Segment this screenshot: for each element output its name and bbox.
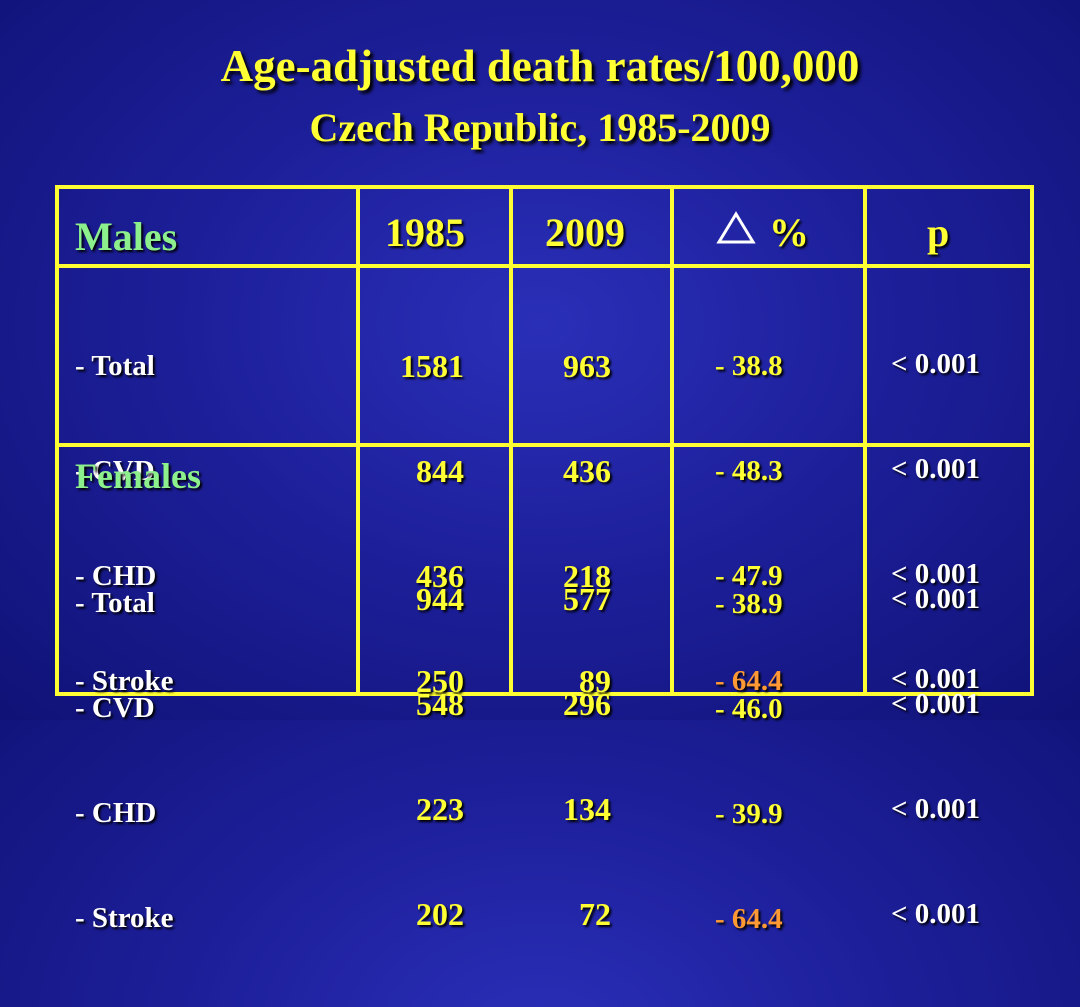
value-cell: 202 <box>416 896 464 932</box>
value-cell: < 0.001 <box>891 688 981 720</box>
value-cell: < 0.001 <box>891 348 981 380</box>
highlighted-value-cell: - 64.4 <box>715 903 783 935</box>
males-1985-values: 1581 844 436 250 <box>364 279 464 769</box>
year-1985-header: 1985 <box>385 210 465 255</box>
row-label: - Total <box>75 587 155 619</box>
slide-title: Age-adjusted death rates/100,000 <box>220 41 860 91</box>
females-p-values: < 0.001 < 0.001 < 0.001 < 0.001 <box>891 512 980 1002</box>
value-cell: 844 <box>416 453 464 489</box>
delta-triangle-icon <box>716 211 756 244</box>
row-label: - CVD <box>75 455 155 487</box>
value-cell: 963 <box>563 348 611 384</box>
value-cell: 218 <box>563 558 611 594</box>
value-cell: < 0.001 <box>891 453 981 485</box>
females-delta-values: - 38.9 - 46.0 - 39.9 - 64.4 <box>715 517 783 1007</box>
value-cell: 1581 <box>400 348 464 384</box>
row-label: - CHD <box>75 797 157 829</box>
value-cell: < 0.001 <box>891 583 981 615</box>
value-cell: 944 <box>416 581 464 617</box>
value-cell: 250 <box>416 663 464 699</box>
value-cell: - 39.9 <box>715 798 783 830</box>
females-1985-values: 944 548 223 202 <box>364 512 464 1002</box>
value-cell: - 38.8 <box>715 350 783 382</box>
females-header: Females <box>75 456 201 496</box>
column-divider <box>863 189 867 692</box>
value-cell: 223 <box>416 791 464 827</box>
value-cell: < 0.001 <box>891 558 981 590</box>
year-2009-header: 2009 <box>545 210 625 255</box>
value-cell: - 38.9 <box>715 588 783 620</box>
column-divider <box>356 189 360 692</box>
value-cell: 72 <box>579 896 611 932</box>
row-label: - CVD <box>75 692 155 724</box>
row-label: - Stroke <box>75 665 174 697</box>
row-label: - Stroke <box>75 902 174 934</box>
males-header: Males <box>75 214 178 259</box>
females-2009-values: 577 296 134 72 <box>519 512 611 1002</box>
delta-percent-header: % <box>769 210 809 255</box>
value-cell: 436 <box>416 558 464 594</box>
row-label: - Total <box>75 350 155 382</box>
p-value-header: p <box>927 210 950 255</box>
slide-subtitle: Czech Republic, 1985-2009 <box>309 105 771 150</box>
value-cell: 548 <box>416 686 464 722</box>
value-cell: - 48.3 <box>715 455 783 487</box>
highlighted-value-cell: - 64.4 <box>715 665 783 697</box>
males-p-values: < 0.001 < 0.001 < 0.001 < 0.001 <box>891 277 980 767</box>
value-cell: 134 <box>563 791 611 827</box>
value-cell: - 46.0 <box>715 693 783 725</box>
males-row-labels: - Total - CVD - CHD - Stroke <box>75 279 174 769</box>
value-cell: - 47.9 <box>715 560 783 592</box>
row-label: - CHD <box>75 560 157 592</box>
value-cell: 436 <box>563 453 611 489</box>
row-divider <box>59 443 1030 447</box>
males-2009-values: 963 436 218 89 <box>519 279 611 769</box>
females-row-labels: - Total - CVD - CHD - Stroke <box>75 516 174 1006</box>
value-cell: < 0.001 <box>891 663 981 695</box>
value-cell: 89 <box>579 663 611 699</box>
value-cell: < 0.001 <box>891 898 981 930</box>
value-cell: < 0.001 <box>891 793 981 825</box>
data-table: Males 1985 2009 % p - Total - CVD - CHD … <box>55 185 1034 935</box>
value-cell: 296 <box>563 686 611 722</box>
row-divider <box>59 264 1030 268</box>
column-divider <box>509 189 513 692</box>
column-divider <box>670 189 674 692</box>
value-cell: 577 <box>563 581 611 617</box>
males-delta-values: - 38.8 - 48.3 - 47.9 - 64.4 <box>715 279 783 769</box>
